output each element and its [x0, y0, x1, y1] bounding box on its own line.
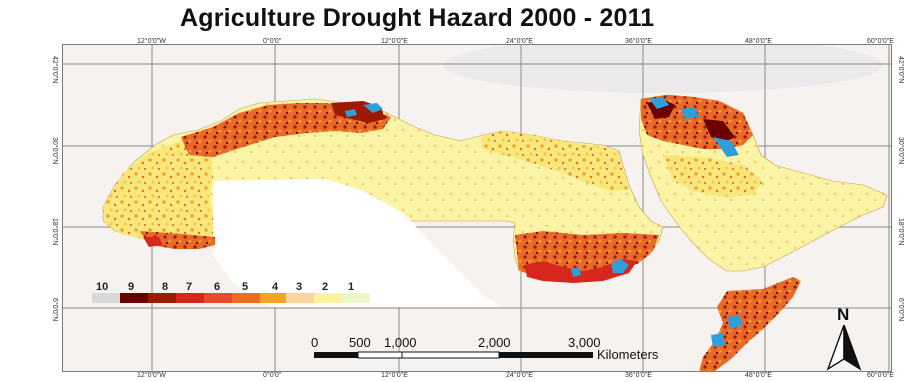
maghreb-coast-region — [181, 103, 391, 157]
scale-tick-label: 3,000 — [568, 335, 601, 350]
north-arrow-icon — [826, 325, 862, 371]
lon-label-bottom: 60°0'0"E — [867, 372, 894, 379]
lon-label: 12°0'0"E — [381, 38, 408, 45]
lat-label-right: 18°0'0"N — [897, 218, 904, 246]
lon-label: 48°0'0"E — [745, 38, 772, 45]
sudan-red-patches — [525, 259, 637, 283]
lon-label: 24°0'0"E — [506, 38, 533, 45]
lon-label: 60°0'0"E — [867, 38, 894, 45]
lat-label: 30°0'0"N — [51, 137, 58, 165]
lat-label: 18°0'0"N — [51, 218, 58, 246]
scale-tick-label: 1,000 — [384, 335, 417, 350]
basemap-sea — [443, 45, 883, 93]
legend-swatch — [204, 293, 232, 303]
map-svg — [63, 45, 891, 371]
scale-unit: Kilometers — [597, 347, 659, 362]
legend-swatch — [342, 293, 370, 303]
unmapped-desert-area — [213, 179, 503, 307]
lat-label: 42°0'0"N — [51, 56, 58, 84]
lat-label-right: 30°0'0"N — [897, 137, 904, 165]
legend-swatch — [260, 293, 286, 303]
lat-label-right: 42°0'0"N — [897, 56, 904, 84]
scale-bar-graphic — [314, 351, 593, 359]
lon-label: 12°0'0"W — [137, 38, 166, 45]
map-canvas — [62, 44, 892, 372]
lon-label: 36°0'0"E — [625, 38, 652, 45]
legend-label: 9 — [128, 281, 135, 293]
scale-tick-label: 0 — [311, 335, 319, 350]
legend-swatch — [120, 293, 148, 303]
lon-label-bottom: 0°0'0" — [263, 372, 282, 379]
scale-segment — [401, 351, 500, 359]
north-label: N — [837, 305, 850, 324]
north-arrow: N — [826, 305, 862, 371]
lon-label-bottom: 12°0'0"E — [381, 372, 408, 379]
senegal-red-patch — [143, 237, 163, 247]
legend-label: 5 — [242, 281, 249, 293]
legend-label: 3 — [296, 281, 303, 293]
legend-swatch — [286, 293, 314, 303]
somalia-water-spots — [711, 315, 743, 347]
arabia-interior-region — [663, 155, 763, 197]
legend-label: 4 — [272, 281, 279, 293]
scale-segment — [499, 352, 593, 358]
legend-label: 2 — [322, 281, 329, 293]
lon-label-bottom: 36°0'0"E — [625, 372, 652, 379]
legend-label: 7 — [186, 281, 193, 293]
nile-corridor-region — [481, 131, 629, 191]
lon-label-bottom: 12°0'0"W — [137, 372, 166, 379]
west-sahara-region — [103, 140, 213, 243]
legend-color-ramp — [92, 293, 370, 303]
legend-swatch — [232, 293, 260, 303]
map-title: Agriculture Drought Hazard 2000 - 2011 — [180, 4, 655, 32]
scale-tick-label: 500 — [349, 335, 371, 350]
legend-label: 1 — [348, 281, 355, 293]
levant-dark-patch — [647, 99, 735, 143]
legend-swatch — [92, 293, 120, 303]
somalia-region — [699, 277, 801, 371]
sudan-water-spots — [571, 259, 629, 277]
lon-label-bottom: 48°0'0"E — [745, 372, 772, 379]
lat-label-right: 6°0'0"N — [897, 298, 904, 322]
legend-swatch — [148, 293, 176, 303]
maghreb-water-spots — [345, 103, 383, 117]
scale-segment — [357, 351, 403, 359]
legend-label: 8 — [162, 281, 169, 293]
lon-label-bottom: 24°0'0"E — [506, 372, 533, 379]
legend-swatch — [176, 293, 204, 303]
legend-label: 6 — [214, 281, 221, 293]
scale-segment — [314, 352, 358, 358]
levant-water-spots — [649, 97, 739, 157]
legend-swatch — [314, 293, 342, 303]
scale-tick-label: 2,000 — [478, 335, 511, 350]
lat-label: 6°0'0"N — [51, 298, 58, 322]
legend-label: 10 — [96, 281, 109, 293]
lon-label: 0°0'0" — [263, 38, 282, 45]
